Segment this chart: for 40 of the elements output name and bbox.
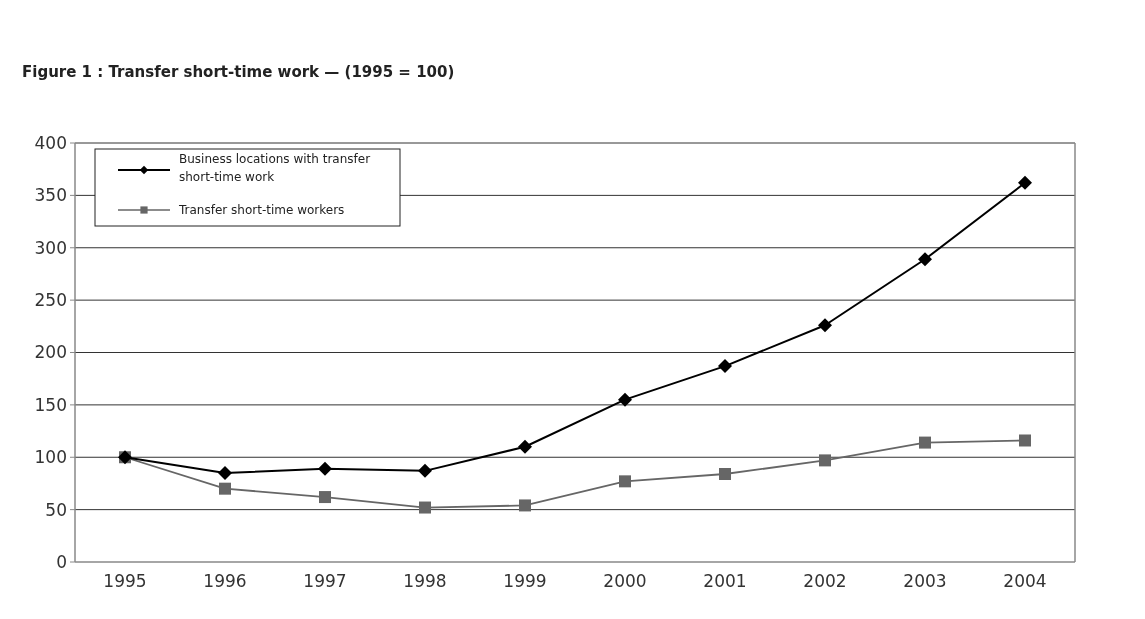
y-tick-label: 100 [34,447,67,468]
y-tick-label: 50 [45,499,67,520]
y-tick-label: 300 [34,237,67,258]
y-tick-label: 400 [34,132,67,153]
x-tick-label: 2004 [1003,571,1047,591]
point [319,491,331,504]
point [1019,434,1031,447]
x-tick-label: 2003 [903,571,947,591]
x-tick-label: 2001 [703,571,747,591]
point [318,461,332,476]
legend-label: Transfer short-time workers [178,203,345,217]
y-tick-label: 350 [34,185,67,206]
point [218,465,232,480]
point [519,499,531,512]
point [818,318,832,333]
y-tick-label: 200 [34,342,67,363]
y-tick-label: 0 [56,551,67,572]
point [819,454,831,467]
x-tick-label: 1999 [503,571,547,591]
point [719,468,731,481]
y-tick-label: 150 [34,394,67,415]
chart-title: Figure 1 : Transfer short-time work — (1995 = 100) [22,63,455,81]
point [1018,175,1032,190]
x-tick-label: 1995 [103,571,147,591]
x-tick-label: 2000 [603,571,647,591]
x-tick-label: 1997 [303,571,347,591]
point [518,439,532,454]
point [718,359,732,374]
point [419,501,431,514]
point [918,252,932,267]
x-tick-label: 2002 [803,571,847,591]
point [219,482,231,495]
y-tick-label: 250 [34,290,67,311]
point [619,475,631,488]
point [618,392,632,407]
legend-label: Business locations with transfer short-time work [179,152,371,184]
point [418,463,432,478]
x-tick-label: 1996 [203,571,247,591]
point [919,436,931,449]
x-tick-label: 1998 [403,571,447,591]
